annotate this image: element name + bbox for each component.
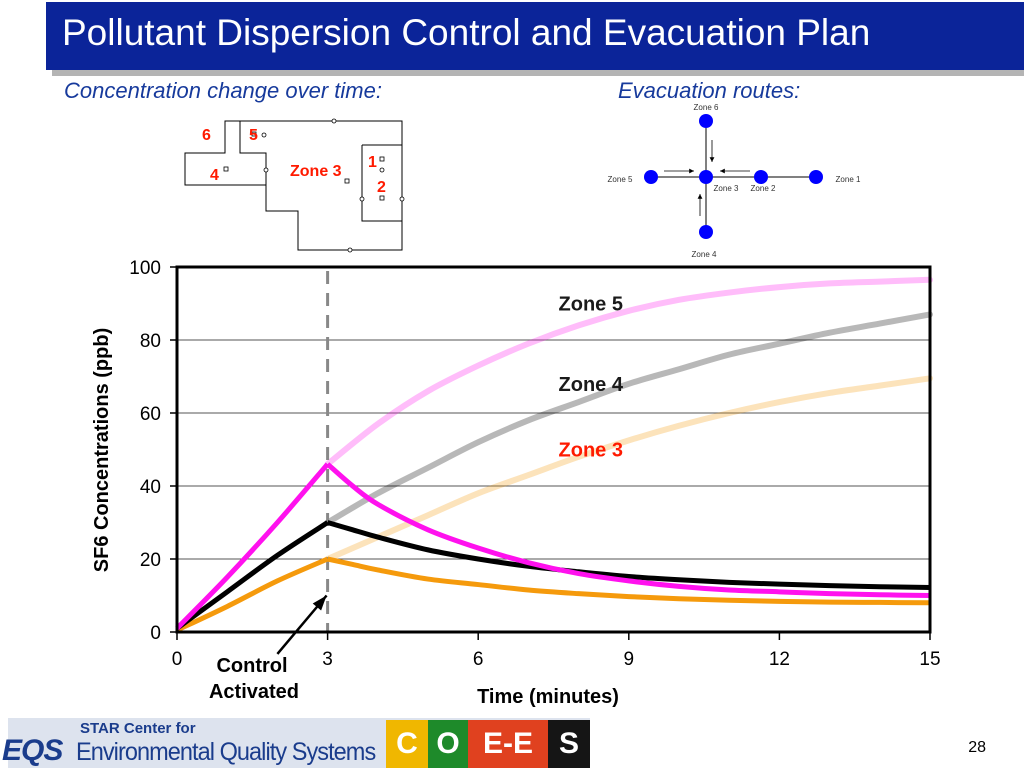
left-subtitle: Concentration change over time:	[64, 78, 382, 103]
zone-2-node	[754, 170, 768, 184]
zone-4-decay-line	[326, 520, 931, 590]
zone-3-uncontrolled-line	[324, 375, 933, 562]
x-tick-label: 3	[322, 649, 333, 670]
x-tick-label: 0	[172, 649, 183, 670]
tick-layer: 0 20 40 60 80 100 0 3 6 9 12 15	[129, 258, 940, 670]
floor-zone-label: Zone 3	[290, 163, 342, 180]
zone-6-node	[699, 114, 713, 128]
annotation-arrow-layer	[276, 594, 328, 655]
zone-5-uncontrolled-line	[324, 276, 933, 468]
floor-number-2: 2	[377, 179, 386, 196]
y-tick-label: 80	[140, 331, 161, 352]
vent-marker	[347, 247, 353, 253]
tile-e-e: E-E	[468, 720, 548, 768]
x-tick-label: 12	[769, 649, 790, 670]
tile-o: O	[428, 720, 468, 768]
floor-plan-outline	[184, 120, 403, 251]
x-tick-label: 9	[624, 649, 635, 670]
zone-1-label: Zone 1	[836, 175, 861, 184]
series-label-zone-3: Zone 3	[559, 440, 623, 462]
floor-plan-wall	[361, 144, 402, 222]
sensor-marker	[251, 131, 257, 137]
line-layer	[175, 271, 933, 633]
page-number: 28	[968, 739, 986, 756]
x-tick-label: 6	[473, 649, 484, 670]
zone-3-rise-line	[175, 556, 329, 633]
y-tick-label: 0	[150, 623, 161, 644]
zone-3-label: Zone 3	[714, 184, 739, 193]
sensor-marker	[344, 178, 350, 184]
slide-title: Pollutant Dispersion Control and Evacuat…	[62, 12, 871, 53]
label-layer: Zone 5 Zone 4 Zone 3	[559, 294, 624, 462]
zone-4-uncontrolled-line	[324, 311, 933, 526]
series-label-zone-4: Zone 4	[559, 374, 624, 396]
vent-marker	[359, 196, 365, 202]
logo-subtitle: STAR Center for	[80, 720, 196, 737]
zone-1-node	[809, 170, 823, 184]
plot-frame	[175, 265, 932, 634]
right-subtitle: Evacuation routes:	[618, 78, 801, 103]
floor-number-5: 5	[249, 127, 258, 144]
sensor-marker	[223, 166, 229, 172]
x-axis-title: Time (minutes)	[477, 686, 619, 708]
vent-marker	[261, 132, 267, 138]
logo-name: Environmental Quality Systems	[76, 738, 376, 766]
tile-s: S	[548, 720, 590, 768]
annotation-arrow-head	[312, 595, 327, 611]
zone-5-label: Zone 5	[608, 175, 633, 184]
zone-3-decay-line	[327, 556, 931, 606]
floor-number-1: 1	[368, 154, 377, 171]
zone-4-rise-line	[175, 520, 329, 631]
annotation-line-1: Control	[216, 655, 287, 677]
zone-4-label: Zone 4	[692, 250, 717, 259]
evacuation-diagram: Zone 6 Zone 5 Zone 3 Zone 2 Zone 1 Zone …	[608, 103, 861, 259]
vent-marker	[263, 167, 269, 173]
x-tick-label: 15	[919, 649, 940, 670]
annotation-line-2: Activated	[209, 681, 299, 703]
vent-marker	[399, 196, 405, 202]
zone-2-label: Zone 2	[751, 184, 776, 193]
floor-number-4: 4	[210, 167, 219, 184]
zone-5-node	[644, 170, 658, 184]
title-bar: Pollutant Dispersion Control and Evacuat…	[46, 2, 1024, 70]
grid-layer	[177, 339, 930, 560]
tile-c: C	[386, 720, 428, 768]
y-tick-label: 60	[140, 404, 161, 425]
y-tick-label: 100	[129, 258, 161, 279]
zone-4-node	[699, 225, 713, 239]
zone-5-rise-line	[175, 462, 330, 631]
vent-marker	[331, 118, 337, 124]
sensor-marker	[379, 195, 385, 201]
zone-6-label: Zone 6	[694, 103, 719, 112]
y-axis-title: SF6 Concentrations (ppb)	[91, 328, 113, 572]
y-tick-label: 40	[140, 477, 161, 498]
sensor-marker	[379, 156, 385, 162]
vent-marker	[379, 167, 385, 173]
zone-3-node	[699, 170, 713, 184]
eqs-logo: EQS	[2, 734, 63, 767]
y-tick-label: 20	[140, 550, 161, 571]
floor-plan: Zone 3 6 5 4 1 2	[184, 118, 405, 253]
zone-5-decay-line	[325, 462, 931, 598]
series-label-zone-5: Zone 5	[559, 294, 623, 316]
floor-number-6: 6	[202, 127, 211, 144]
